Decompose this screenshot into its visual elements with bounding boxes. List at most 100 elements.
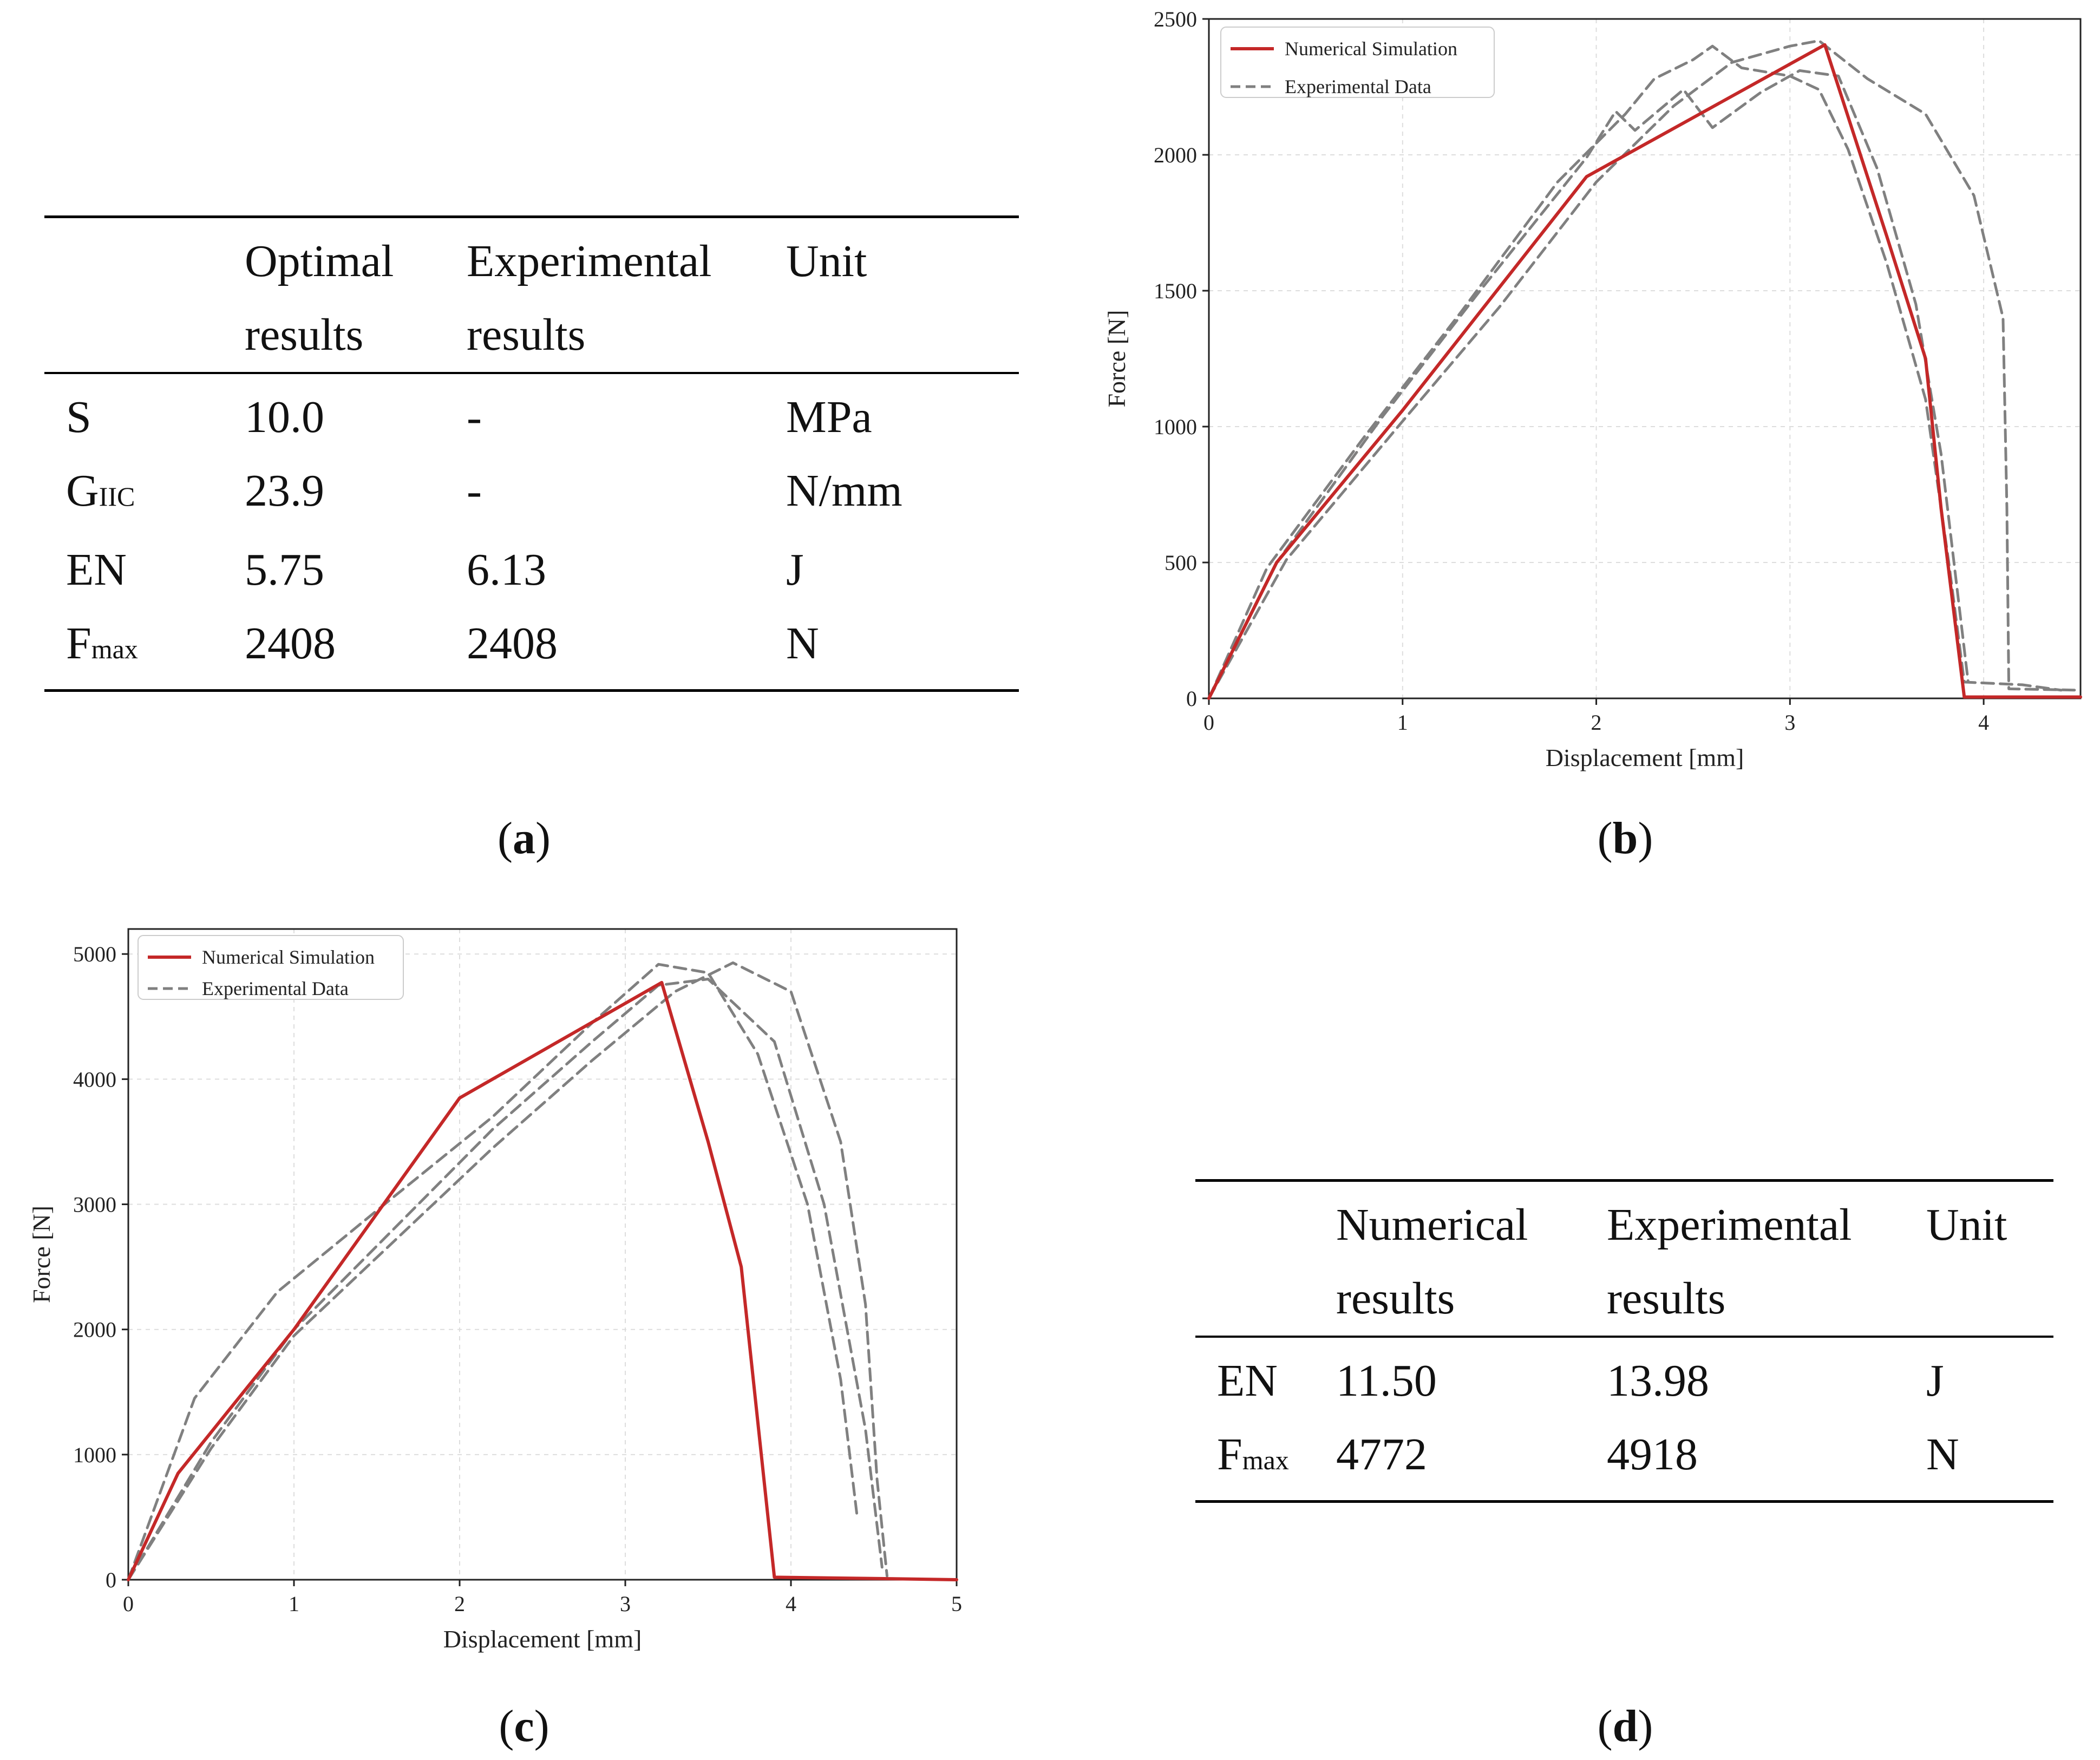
caption-open: (	[499, 1701, 514, 1751]
table-d-param: EN	[1195, 1337, 1336, 1418]
y-tick-label: 3000	[73, 1193, 116, 1217]
x-tick-label: 1	[1397, 710, 1408, 735]
param-main: G	[66, 466, 99, 516]
table-row: EN 5.75 6.13 J	[44, 533, 1019, 607]
y-tick-label: 2000	[73, 1318, 116, 1342]
table-a-header-row: Optimal results Experimental results Uni…	[44, 217, 1019, 374]
series-line-experimental	[127, 978, 884, 1581]
param-main: S	[66, 392, 91, 442]
table-row: S 10.0 - MPa	[44, 373, 1019, 454]
table-d-header-cell	[1195, 1181, 1336, 1337]
table-a-optimal: 23.9	[245, 466, 324, 516]
param-main: F	[66, 618, 91, 669]
series-line-experimental	[1207, 69, 1970, 700]
caption-letter: d	[1612, 1701, 1638, 1751]
table-d-numerical: 11.50	[1336, 1356, 1437, 1406]
table-a-header-optimal-line1: Optimal	[245, 236, 394, 286]
series-line-experimental	[127, 963, 859, 1581]
x-tick-label: 3	[620, 1592, 631, 1616]
caption-close: )	[535, 813, 551, 863]
table-a-header-experimental: Experimental results	[445, 217, 764, 374]
table-d-header-row: Numerical results Experimental results U…	[1195, 1181, 2053, 1337]
y-tick-label: 1000	[1154, 415, 1197, 439]
table-a-param: S	[44, 373, 245, 454]
param-main: EN	[66, 545, 127, 595]
param-main: EN	[1217, 1356, 1278, 1406]
table-d-header-experimental: Experimental results	[1585, 1181, 1905, 1337]
param-sub: max	[91, 634, 138, 664]
table-a-optimal: 10.0	[245, 392, 324, 442]
table-a-param: Fmax	[44, 607, 245, 691]
table-a-unit: J	[786, 545, 804, 595]
table-a-header-optimal-line2: results	[245, 310, 364, 360]
table-a-header-experimental-line1: Experimental	[467, 236, 712, 286]
x-tick-label: 5	[951, 1592, 962, 1616]
caption-open: (	[1597, 1701, 1613, 1751]
table-d-experimental: 4918	[1607, 1429, 1698, 1480]
table-a-header-optimal: Optimal results	[245, 217, 445, 374]
table-a-unit: N	[786, 618, 819, 669]
table-d-unit: J	[1926, 1356, 1944, 1406]
chart-b: 0 1 2 3 4 0 500 1000 1500 2000 2500 Displacement [m…	[1103, 7, 2082, 771]
x-tick-label: 0	[1203, 710, 1214, 735]
table-a-header-experimental-line2: results	[467, 310, 586, 360]
legend-label: Experimental Data	[1285, 76, 1431, 97]
table-d-experimental: 13.98	[1607, 1356, 1709, 1406]
x-tick-label: 1	[289, 1592, 299, 1616]
caption-open: (	[1597, 813, 1613, 863]
caption-d: (d)	[1544, 1700, 1706, 1752]
table-a-experimental: -	[467, 466, 482, 516]
table-a-unit: MPa	[786, 392, 872, 442]
series-line-experimental	[1207, 39, 2082, 700]
x-tick-label: 0	[123, 1592, 134, 1616]
caption-close: )	[534, 1701, 549, 1751]
table-a-param: GIIC	[44, 454, 245, 533]
series-line-numerical	[1207, 43, 2082, 700]
y-tick-label: 2000	[1154, 143, 1197, 167]
table-row: EN 11.50 13.98 J	[1195, 1337, 2053, 1418]
caption-open: (	[498, 813, 513, 863]
table-d: Numerical results Experimental results U…	[1195, 1179, 2053, 1503]
param-sub: IIC	[99, 481, 135, 512]
table-row: GIIC 23.9 - N/mm	[44, 454, 1019, 533]
y-axis-label: Force [N]	[1103, 310, 1130, 407]
caption-letter: c	[514, 1701, 534, 1751]
y-tick-label: 0	[106, 1568, 116, 1592]
table-a-header-unit-line1: Unit	[786, 236, 867, 286]
caption-letter: b	[1612, 813, 1638, 863]
legend-box	[138, 935, 404, 1000]
table-a-optimal: 5.75	[245, 545, 324, 595]
y-axis-label: Force [N]	[28, 1206, 55, 1303]
table-a-experimental: 6.13	[467, 545, 546, 595]
x-axis-label: Displacement [mm]	[1546, 744, 1744, 771]
table-row: Fmax 2408 2408 N	[44, 607, 1019, 691]
x-tick-label: 3	[1784, 710, 1795, 735]
table-d-header-unit-line1: Unit	[1926, 1200, 2007, 1250]
table-a-optimal: 2408	[245, 618, 336, 669]
table-d-header-unit: Unit	[1905, 1181, 2053, 1337]
caption-b: (b)	[1544, 812, 1706, 865]
legend-box	[1220, 27, 1495, 98]
legend-label: Experimental Data	[202, 978, 349, 999]
y-tick-label: 5000	[73, 942, 116, 966]
table-a-unit: N/mm	[786, 466, 902, 516]
x-tick-label: 4	[1978, 710, 1989, 735]
y-tick-label: 4000	[73, 1067, 116, 1091]
x-axis-label: Displacement [mm]	[443, 1625, 642, 1653]
table-d-unit: N	[1926, 1429, 1959, 1480]
table-d-numerical: 4772	[1336, 1429, 1427, 1480]
legend-label: Numerical Simulation	[202, 946, 375, 968]
x-tick-label: 4	[786, 1592, 796, 1616]
legend-label: Numerical Simulation	[1285, 38, 1457, 60]
table-a-header-unit: Unit	[764, 217, 1019, 374]
table-a: Optimal results Experimental results Uni…	[44, 215, 1019, 692]
caption-c: (c)	[443, 1700, 605, 1752]
table-d-header-experimental-line1: Experimental	[1607, 1200, 1852, 1250]
table-d-header-numerical-line2: results	[1336, 1273, 1455, 1324]
caption-a: (a)	[443, 812, 605, 865]
param-main: F	[1217, 1429, 1242, 1480]
table-a-param: EN	[44, 533, 245, 607]
caption-close: )	[1638, 813, 1653, 863]
plot-frame	[127, 928, 958, 1581]
